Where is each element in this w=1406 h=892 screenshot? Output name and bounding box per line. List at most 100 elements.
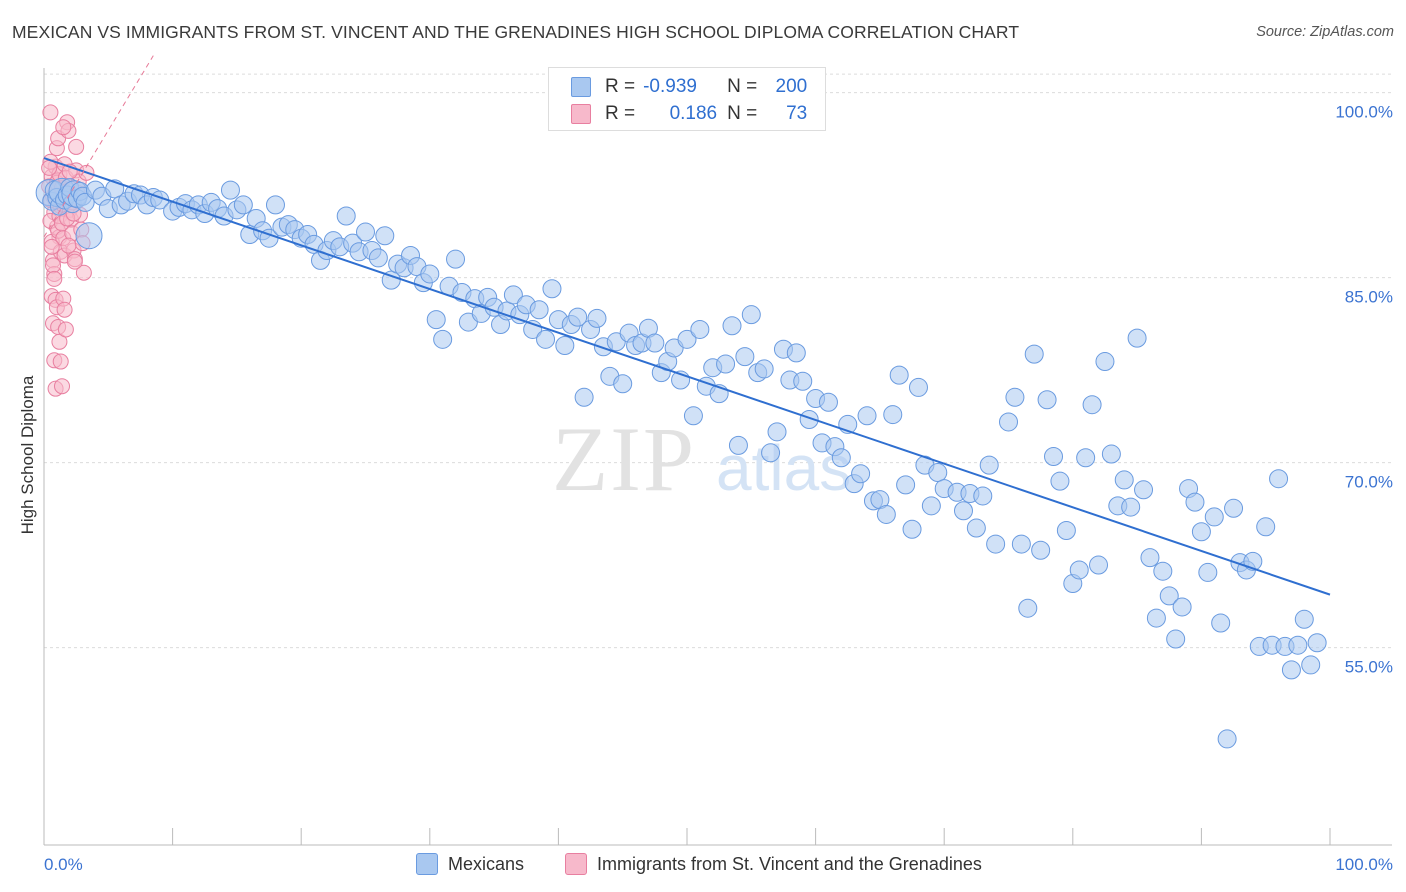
bottom-legend-mexicans: Mexicans — [416, 852, 524, 876]
legend-r-value: -0.939 — [643, 76, 697, 97]
mexicans-point — [928, 463, 948, 483]
immigrants-point — [42, 104, 59, 121]
immigrants-point — [75, 264, 92, 281]
immigrants-point — [68, 138, 85, 155]
mexicans-point — [1281, 660, 1301, 680]
mexicans-point — [1256, 517, 1276, 537]
mexicans-point — [831, 448, 851, 468]
immigrants-point — [54, 378, 71, 395]
mexicans-point — [1005, 387, 1025, 407]
mexicans-point — [265, 195, 285, 215]
mexicans-point — [1082, 395, 1102, 415]
mexicans-point — [542, 279, 562, 299]
immigrants-point — [60, 237, 77, 254]
legend-row-mexicans: R = -0.939 N = 200 — [571, 74, 807, 100]
y-tick-label: 55.0% — [1345, 658, 1393, 677]
mexicans-point — [979, 455, 999, 475]
mexicans-point — [851, 464, 871, 484]
mexicans-point — [536, 329, 556, 349]
mexicans-point — [75, 192, 95, 212]
bottom-legend-immigrants: Immigrants from St. Vincent and the Gren… — [565, 852, 982, 876]
mexicans-point — [1294, 609, 1314, 629]
immigrants-point — [56, 301, 73, 318]
mexicans-point — [1089, 555, 1109, 575]
mexicans-point — [1211, 613, 1231, 633]
mexicans-point — [908, 377, 928, 397]
legend-r-label: R = — [605, 103, 636, 124]
mexicans-point — [1031, 540, 1051, 560]
mexicans-point — [1146, 608, 1166, 628]
legend-n-value: 73 — [786, 103, 808, 124]
mexicans-point — [690, 319, 710, 339]
mexicans-point — [233, 195, 253, 215]
immigrants-point — [66, 253, 83, 270]
mexicans-point — [953, 501, 973, 521]
mexicans-point — [1153, 561, 1173, 581]
mexicans-point — [1224, 498, 1244, 518]
mexicans-point — [1011, 534, 1031, 554]
mexicans-point — [426, 310, 446, 330]
immigrants-point — [41, 159, 58, 176]
trend-lines — [43, 55, 1331, 596]
mexicans-point — [1127, 328, 1147, 348]
mexicans-point — [503, 285, 523, 305]
mexicans-point — [433, 329, 453, 349]
legend-n-label: N = — [727, 76, 758, 97]
mexicans-point — [896, 475, 916, 495]
series-mexicans-points — [35, 177, 1327, 749]
mexicans-point — [786, 343, 806, 363]
y-tick-label: 100.0% — [1335, 103, 1393, 122]
mexicans-point — [75, 222, 103, 250]
legend-row-immigrants: R = 0.186 N = 73 — [571, 101, 807, 127]
legend-swatch-immigrants — [571, 104, 591, 124]
legend-r-value: 0.186 — [669, 103, 718, 124]
mexicans-point — [735, 347, 755, 367]
series-immigrants-points — [41, 104, 95, 397]
immigrants-point — [57, 321, 74, 338]
mexicans-point — [1037, 390, 1057, 410]
mexicans-point — [1307, 633, 1327, 653]
mexicans-point — [857, 406, 877, 426]
mexicans-point — [921, 496, 941, 516]
tick-labels: 55.0% 70.0% 85.0% 100.0% 0.0% 100.0% — [44, 103, 1393, 874]
watermark-zip: ZIP — [552, 408, 696, 510]
x-tick-label: 100.0% — [1335, 855, 1393, 874]
immigrants-point — [51, 333, 68, 350]
mexicans-point — [1191, 522, 1211, 542]
chart-title: MEXICAN VS IMMIGRANTS FROM ST. VINCENT A… — [12, 22, 1020, 42]
mexicans-point — [973, 486, 993, 506]
legend-swatch-mexicans — [571, 77, 591, 97]
mexicans-point — [587, 308, 607, 328]
mexicans-point — [999, 412, 1018, 432]
bottom-legend-swatch-mexicans — [416, 853, 438, 875]
mexicans-point — [1024, 344, 1044, 364]
mexicans-point — [728, 435, 748, 455]
mexicans-point — [754, 359, 774, 379]
mexicans-point — [1288, 635, 1308, 655]
mexicans-point — [1243, 551, 1263, 571]
mexicans-point — [1159, 586, 1179, 606]
mexicans-trend-line — [43, 157, 1331, 596]
y-tick-label: 70.0% — [1345, 473, 1393, 492]
mexicans-point — [876, 504, 896, 524]
bottom-legend-label-immigrants: Immigrants from St. Vincent and the Gren… — [597, 853, 982, 874]
mexicans-point — [889, 365, 909, 385]
mexicans-point — [986, 534, 1006, 554]
mexicans-point — [1269, 469, 1289, 489]
mexicans-point — [1166, 629, 1186, 649]
mexicans-point — [683, 406, 703, 426]
legend-n-value: 200 — [775, 76, 808, 97]
mexicans-point — [574, 387, 594, 407]
mexicans-point — [613, 374, 633, 394]
immigrants-point — [52, 353, 69, 370]
mexicans-point — [1121, 497, 1141, 517]
mexicans-point — [529, 300, 549, 320]
mexicans-point — [568, 307, 588, 327]
mexicans-point — [375, 226, 395, 246]
immigrants-point — [55, 119, 72, 136]
mexicans-point — [336, 206, 356, 226]
mexicans-point — [446, 249, 466, 269]
mexicans-point — [1172, 597, 1192, 617]
legend-n-label: N = — [727, 103, 758, 124]
